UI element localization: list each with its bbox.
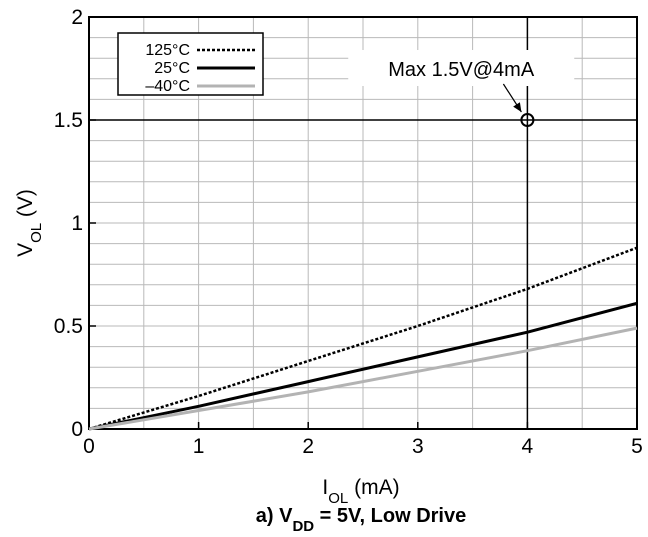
caption-prefix: a) V <box>256 505 293 527</box>
y-axis-label: VOL (V) <box>14 189 45 257</box>
series-line <box>88 301 638 431</box>
y-tick-label: 0 <box>71 418 83 441</box>
chart-caption: a) VDD = 5V, Low Drive <box>256 505 466 535</box>
y-axis-label-rest: (V) <box>14 189 37 223</box>
y-tick-label: 1.5 <box>54 109 83 132</box>
x-axis-label-main: I <box>322 476 328 499</box>
y-tick-label: 1 <box>71 212 83 235</box>
x-tick-label: 4 <box>522 435 534 458</box>
legend-label: 125°C <box>145 42 190 59</box>
x-tick-label: 0 <box>83 435 95 458</box>
legend-label: 25°C <box>154 60 190 77</box>
series-line <box>88 246 638 431</box>
legend: 125°C25°C–40°C <box>117 32 264 96</box>
series-line <box>88 326 638 431</box>
x-tick-label: 1 <box>193 435 205 458</box>
x-tick-label: 5 <box>631 435 643 458</box>
x-axis-label-sub: OL <box>328 490 348 507</box>
annotation: Max 1.5V@4mA <box>348 50 575 127</box>
tick-labels: 0 1 2 3 4 5 0 0.5 1 1.5 2 <box>54 6 643 458</box>
y-tick-label: 0.5 <box>54 315 83 338</box>
annotation-arrowhead <box>513 102 522 112</box>
x-tick-label: 2 <box>302 435 314 458</box>
caption-rest: = 5V, Low Drive <box>314 505 466 527</box>
annotation-label: Max 1.5V@4mA <box>388 59 535 81</box>
annotation-background <box>348 50 575 86</box>
caption-sub: DD <box>292 518 314 535</box>
y-axis-label-main: V <box>14 243 37 257</box>
x-axis-label-rest: (mA) <box>348 476 399 499</box>
series-lines <box>88 246 638 431</box>
x-tick-label: 3 <box>412 435 424 458</box>
y-tick-label: 2 <box>71 6 83 29</box>
y-axis-label-sub: OL <box>28 223 45 243</box>
x-axis-label: IOL (mA) <box>322 476 399 507</box>
legend-label: –40°C <box>145 78 190 95</box>
annotation-marker <box>520 113 535 127</box>
